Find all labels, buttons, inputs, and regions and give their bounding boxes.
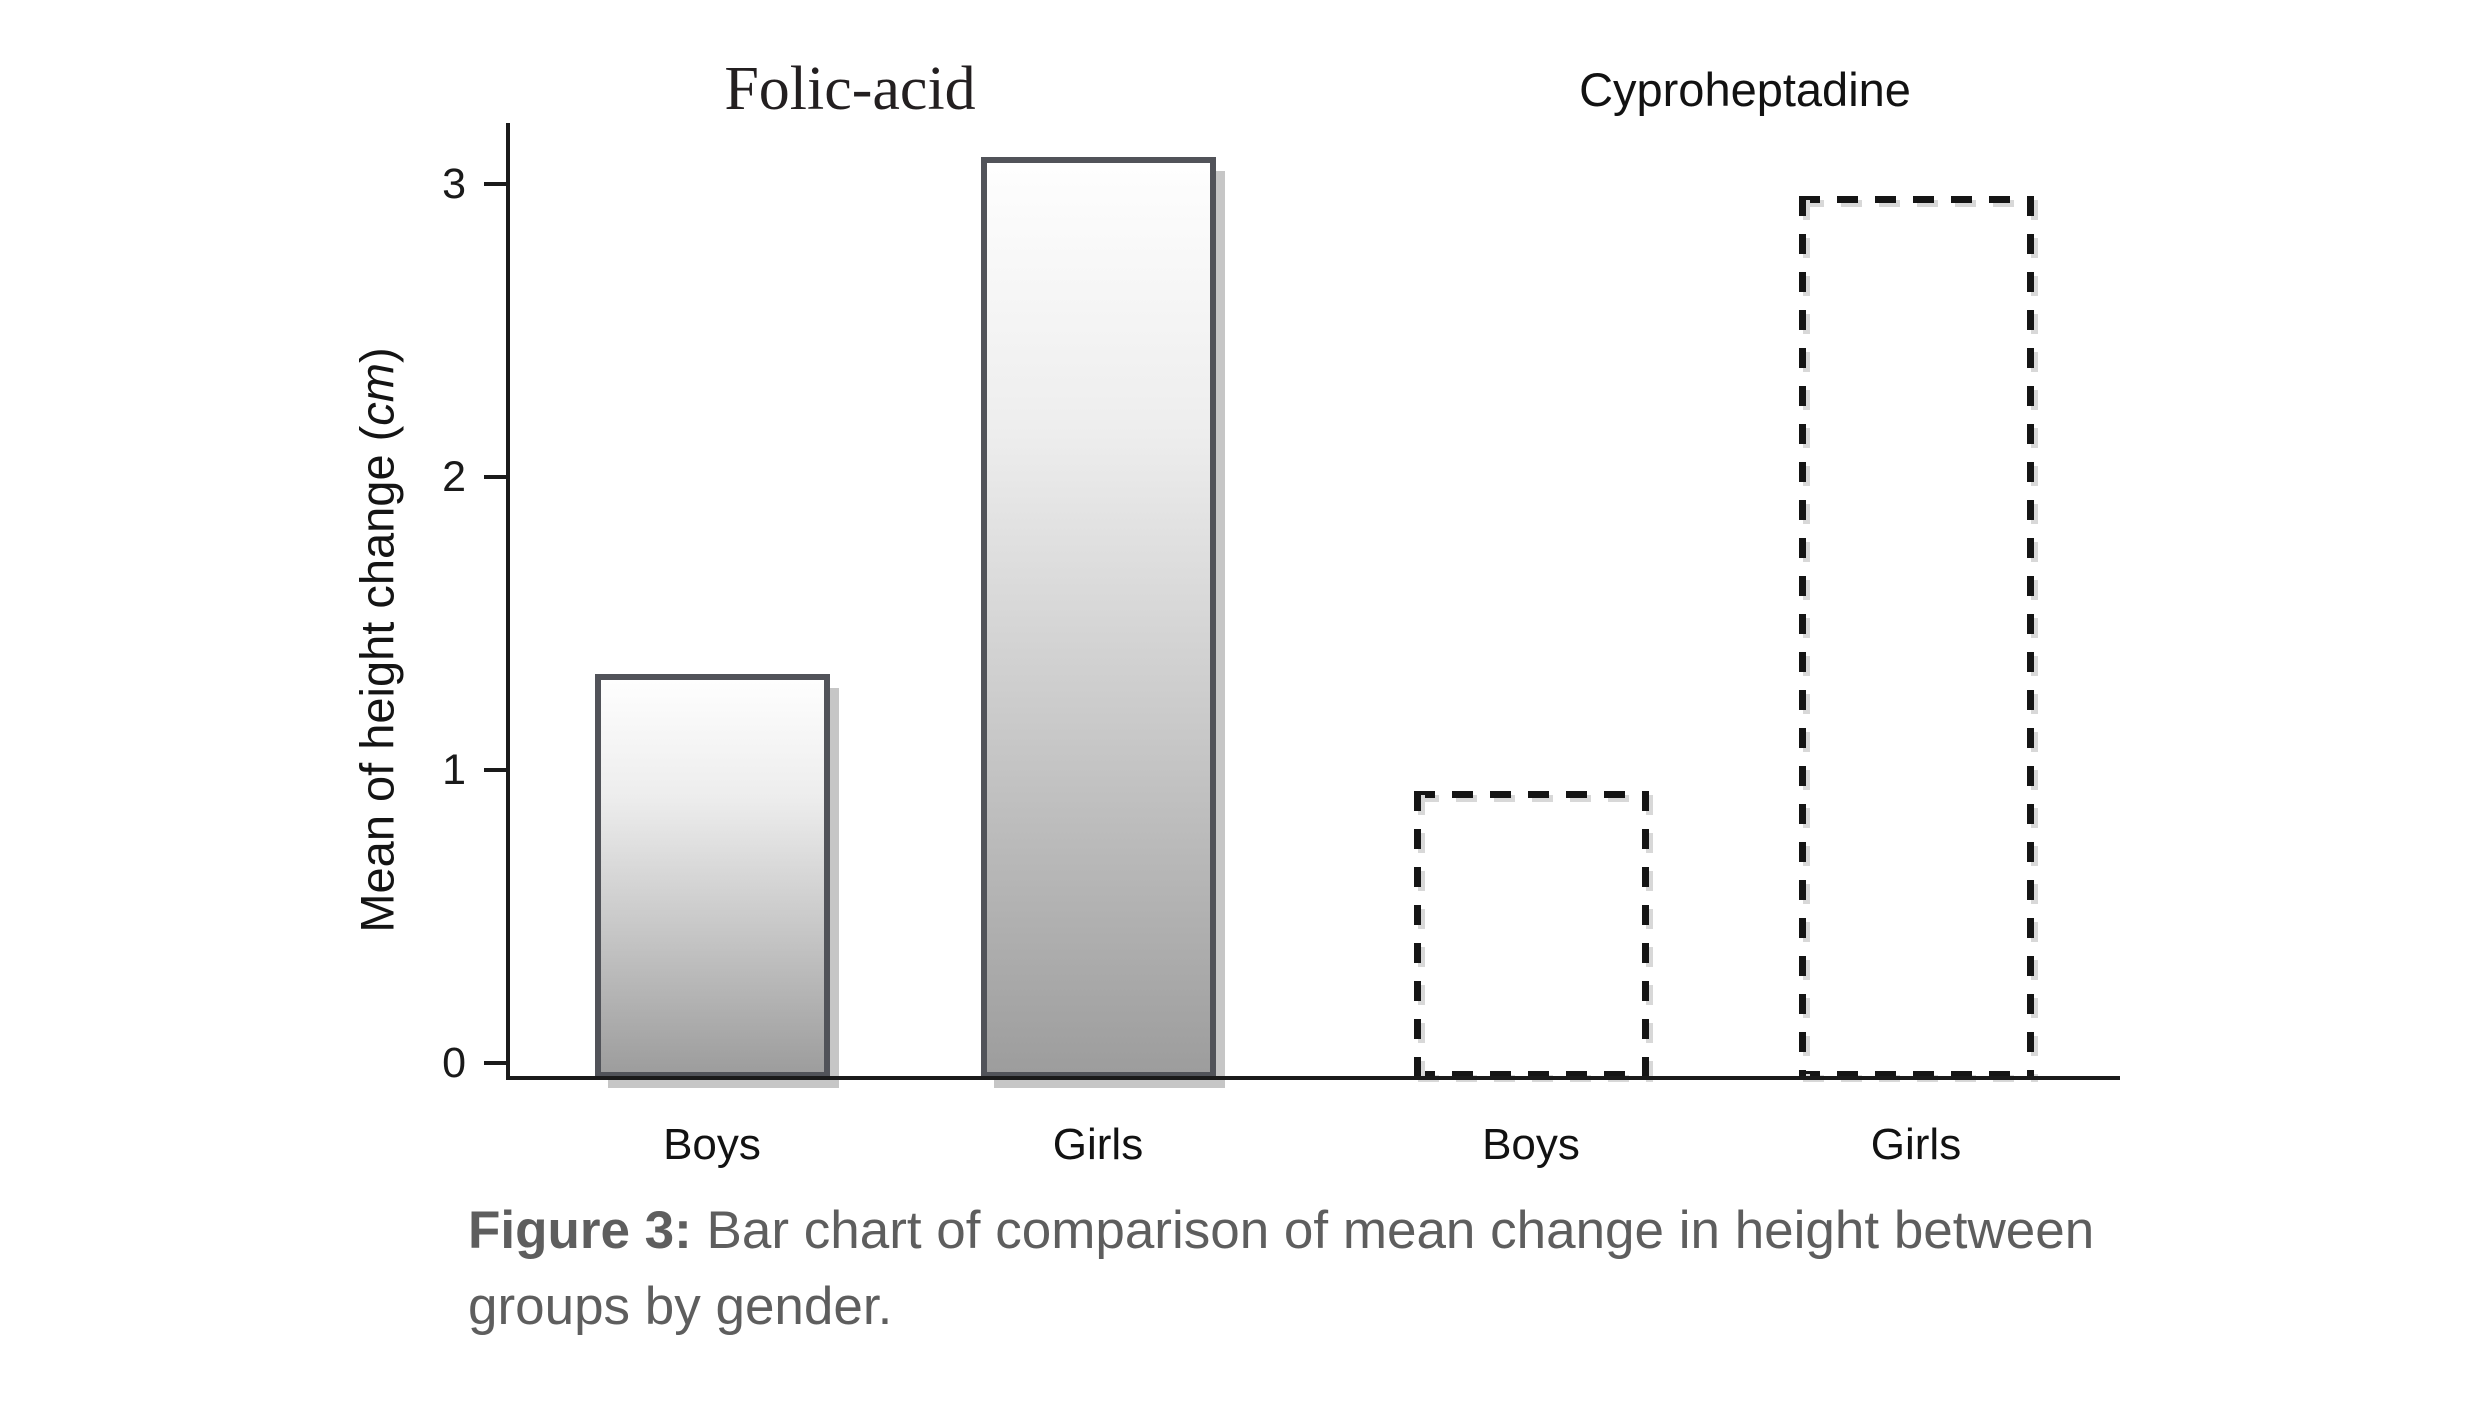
figure-caption-line1: Figure 3: Bar chart of comparison of mea… <box>468 1193 2228 1269</box>
y-tick-label: 0 <box>442 1039 466 1087</box>
group-title-cyproheptadine: Cyproheptadine <box>1579 63 1911 116</box>
dashed-border-edge-bottom <box>1798 1071 2034 1078</box>
x-axis-label-girls-folic-acid: Girls <box>1052 1120 1144 1169</box>
figure-caption-text-line2: groups by gender. <box>468 1277 893 1336</box>
x-axis-label-boys-folic-acid: Boys <box>663 1120 761 1169</box>
dashed-border-edge-top <box>1798 196 2034 203</box>
dashed-border-edge-left <box>1798 196 1806 1078</box>
y-tick-mark <box>484 182 508 186</box>
y-axis-title-unit: cm <box>350 363 404 426</box>
y-axis-title-close: ) <box>350 347 404 364</box>
dashed-border-edge-top <box>1413 791 1649 798</box>
y-tick-label: 2 <box>442 453 466 501</box>
x-axis-label-girls-cyproheptadine: Girls <box>1870 1120 1962 1169</box>
x-axis-label-boys-cyproheptadine: Boys <box>1482 1120 1580 1169</box>
y-tick-label: 3 <box>442 160 466 208</box>
x-axis-line <box>506 1076 2120 1080</box>
dashed-border-edge-left <box>1413 791 1421 1078</box>
bar-chart: Folic-acid Cyproheptadine Mean of height… <box>350 55 2120 1169</box>
group-title-folic-acid: Folic-acid <box>724 55 976 123</box>
bar-folic-acid-girls <box>980 157 1216 1078</box>
y-axis-title: Mean of height change (cm) <box>350 347 405 932</box>
bar-cyproheptadine-girls <box>1798 196 2034 1078</box>
y-tick-label: 1 <box>442 746 466 794</box>
figure-caption-text-line1: Bar chart of comparison of mean change i… <box>691 1201 2095 1260</box>
y-tick-mark <box>484 768 508 772</box>
bar-cyproheptadine-boys <box>1413 791 1649 1078</box>
dashed-border-edge-bottom <box>1413 1071 1649 1078</box>
dashed-border-edge-right <box>2026 196 2034 1078</box>
bar-folic-acid-boys <box>594 674 830 1078</box>
y-tick-mark <box>484 1061 508 1065</box>
y-tick-mark <box>484 475 508 479</box>
dashed-border-edge-right <box>1641 791 1649 1078</box>
y-axis-line <box>506 123 510 1080</box>
figure-caption: Figure 3: Bar chart of comparison of mea… <box>468 1193 2228 1345</box>
figure-caption-label: Figure 3: <box>468 1201 692 1260</box>
